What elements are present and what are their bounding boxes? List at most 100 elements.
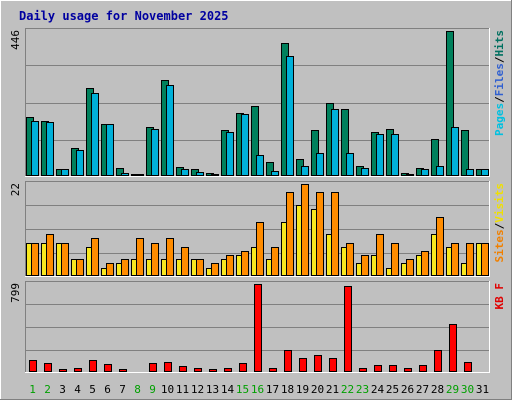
legend-entry: Hits	[493, 30, 506, 57]
bar-sites-day-10	[166, 238, 174, 276]
x-tick-label: 3	[59, 383, 66, 396]
bar-kb-f-day-10	[164, 362, 172, 372]
y-max-label: 22	[9, 183, 22, 196]
bar-hits-day-22	[341, 109, 349, 176]
bar-sites-day-23	[361, 255, 369, 276]
bar-sites-day-6	[106, 263, 114, 276]
bar-files-day-23	[361, 168, 369, 176]
bar-kb-f-day-7	[119, 369, 127, 372]
bar-kb-f-day-3	[59, 369, 67, 372]
bar-files-day-6	[106, 124, 114, 176]
bar-files-day-24	[376, 134, 384, 176]
x-tick-label: 25	[386, 383, 399, 396]
legend-entry: Sites	[493, 229, 506, 262]
bar-files-day-8	[136, 174, 144, 176]
bar-hits-day-16	[251, 106, 259, 176]
bar-kb-f-day-28	[434, 350, 442, 372]
bar-files-day-12	[196, 172, 204, 176]
x-tick-label: 30	[461, 383, 474, 396]
bar-sites-day-13	[211, 263, 219, 276]
bar-kb-f-day-18	[284, 350, 292, 372]
x-tick-label: 2	[44, 383, 51, 396]
bar-kb-f-day-5	[89, 360, 97, 372]
bar-kb-f-day-30	[464, 362, 472, 372]
bar-kb-f-day-27	[419, 365, 427, 372]
bar-files-day-7	[121, 173, 129, 176]
bar-sites-day-9	[151, 243, 159, 276]
bar-files-day-15	[241, 114, 249, 176]
bar-kb-f-day-17	[269, 368, 277, 372]
bar-sites-day-29	[451, 243, 459, 276]
bar-kb-f-day-16	[254, 284, 262, 372]
bar-files-day-16	[256, 155, 264, 176]
bar-sites-day-5	[91, 238, 99, 276]
x-tick-label: 7	[119, 383, 126, 396]
bar-kb-f-day-13	[209, 369, 217, 372]
bar-sites-day-19	[301, 184, 309, 276]
bar-files-day-2	[46, 122, 54, 176]
bar-sites-day-30	[466, 243, 474, 276]
bar-files-day-22	[346, 153, 354, 176]
x-tick-label: 23	[356, 383, 369, 396]
x-tick-label: 14	[221, 383, 235, 396]
bar-kb-f-day-24	[374, 365, 382, 372]
bar-kb-f-day-11	[179, 366, 187, 372]
x-tick-label: 1	[29, 383, 36, 396]
x-tick-label: 11	[176, 383, 189, 396]
x-tick-label: 20	[311, 383, 324, 396]
bar-files-day-25	[391, 134, 399, 176]
x-tick-label: 31	[476, 383, 489, 396]
bar-sites-day-26	[406, 259, 414, 276]
bar-sites-day-24	[376, 234, 384, 276]
bar-files-day-31	[481, 169, 489, 176]
bar-files-day-18	[286, 56, 294, 176]
legend-entry: Pages	[493, 103, 506, 136]
bar-sites-day-25	[391, 243, 399, 276]
bar-kb-f-day-25	[389, 365, 397, 372]
bar-sites-day-17	[271, 247, 279, 276]
bar-files-day-17	[271, 171, 279, 176]
bar-kb-f-day-15	[239, 363, 247, 372]
x-tick-label: 22	[341, 383, 354, 396]
bar-sites-day-27	[421, 251, 429, 276]
bar-kb-f-day-12	[194, 368, 202, 372]
bar-files-day-28	[436, 166, 444, 176]
bar-sites-day-7	[121, 259, 129, 276]
x-tick-label: 9	[149, 383, 156, 396]
x-tick-label: 24	[371, 383, 385, 396]
bar-sites-day-20	[316, 192, 324, 276]
x-tick-label: 4	[74, 383, 81, 396]
bar-kb-f-day-9	[149, 363, 157, 372]
legend-entry: /	[493, 222, 506, 229]
legend-entry: KB F	[493, 283, 506, 310]
legend-entry: Visits	[493, 183, 506, 223]
y-max-label: 446	[9, 30, 22, 50]
bar-files-day-9	[151, 129, 159, 176]
bar-files-day-11	[181, 169, 189, 176]
x-tick-label: 12	[191, 383, 204, 396]
bar-hits-day-30	[461, 130, 469, 176]
bar-sites-day-16	[256, 222, 264, 276]
bar-files-day-20	[316, 153, 324, 176]
bar-sites-day-4	[76, 259, 84, 276]
x-tick-label: 16	[251, 383, 264, 396]
bar-kb-f-day-6	[104, 364, 112, 372]
bar-kb-f-day-29	[449, 324, 457, 372]
bar-files-day-1	[31, 121, 39, 176]
bar-kb-f-day-22	[344, 286, 352, 372]
bar-sites-day-8	[136, 238, 144, 276]
bar-hits-day-29	[446, 31, 454, 176]
bar-sites-day-14	[226, 255, 234, 276]
x-axis: 1 2 3 4 5 6 7 8 9 10 11 12 13 14 15 16 17 18 19 20 21 22 23 24 2…	[29, 383, 489, 396]
bar-kb-f-day-19	[299, 358, 307, 372]
x-tick-label: 18	[281, 383, 294, 396]
bar-sites-day-1	[31, 243, 39, 276]
panel-2: 22 Sites/Visits	[9, 181, 506, 277]
bar-hits-day-17	[266, 162, 274, 176]
bar-hits-day-28	[431, 139, 439, 176]
bar-kb-f-day-23	[359, 368, 367, 372]
x-tick-label: 17	[266, 383, 279, 396]
bar-kb-f-day-14	[224, 368, 232, 372]
